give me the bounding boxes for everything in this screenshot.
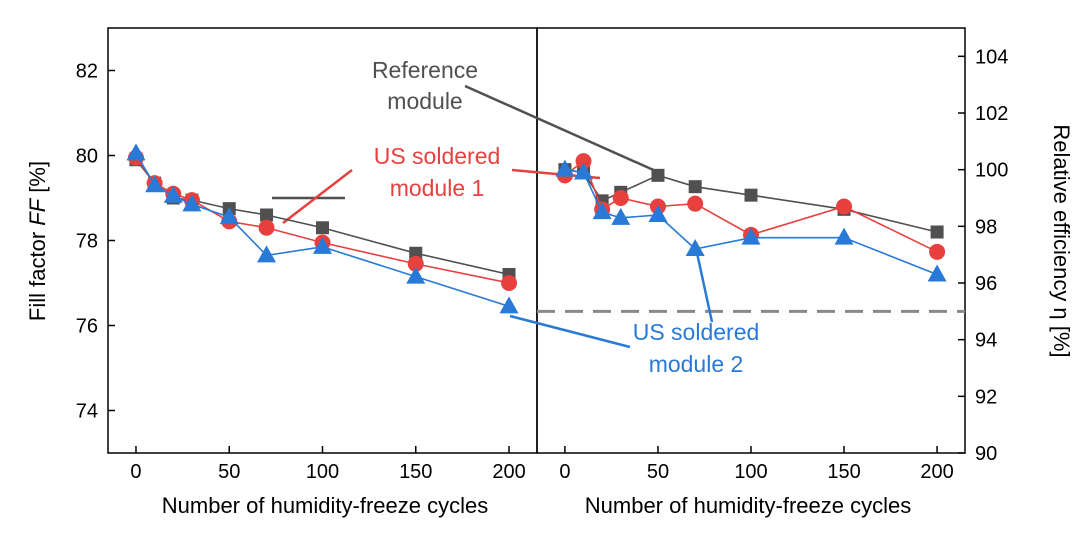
left-reference-module-point	[316, 221, 329, 235]
right-us-soldered-module-2-point	[592, 202, 612, 220]
reference-label-line1: Reference	[372, 57, 478, 83]
x-tick-label: 200	[920, 461, 953, 483]
x-tick-label: 0	[130, 461, 141, 483]
x-tick-label: 50	[218, 461, 240, 483]
left-y-axis-title-plain: Fill factor	[25, 226, 50, 321]
right-x-axis-title: Number of humidity-freeze cycles	[585, 493, 911, 518]
right-reference-module-point	[930, 225, 944, 239]
left-us-soldered-module-2-point	[219, 207, 239, 225]
left-us-soldered-module-2-point	[313, 236, 332, 254]
left-us-soldered-module-1-point	[407, 255, 424, 272]
right-reference-module-point	[688, 180, 702, 194]
left-y-axis-title: Fill factor FF [%]	[25, 161, 50, 321]
x-tick-label: 200	[492, 461, 525, 483]
left-us-soldered-module-1-point	[258, 219, 275, 236]
right-reference-module-point	[744, 188, 758, 202]
right-us-soldered-module-1-point	[612, 190, 629, 206]
left-us-soldered-module-1-point	[501, 275, 518, 291]
reference-label-line2: module	[387, 88, 462, 114]
x-tick-label: 50	[647, 461, 669, 483]
y-tick-label: 76	[76, 316, 98, 338]
x-tick-label: 150	[827, 461, 860, 483]
us2-annotation-connector-right	[695, 252, 714, 323]
x-tick-label: 150	[399, 461, 432, 483]
left-us-soldered-module-2-point	[145, 175, 165, 193]
x-tick-label: 0	[559, 461, 570, 483]
right-us-soldered-module-2-point	[927, 264, 947, 282]
left-reference-module-point	[409, 246, 423, 260]
left-y-axis-title-unit: [%]	[25, 161, 50, 199]
y-tick-label: 96	[975, 273, 997, 295]
right-us-soldered-module-2-point	[741, 227, 761, 245]
right-axes: 0 50 100 150 200 90 92 94 96 98 100 102 104	[559, 46, 1008, 483]
y-tick-label: 98	[975, 216, 997, 238]
right-us-soldered-module-2-point	[574, 162, 594, 180]
reference-annotation-connector-right	[464, 84, 659, 174]
y-tick-label: 90	[975, 443, 997, 465]
y-tick-label: 78	[76, 231, 98, 253]
right-us-soldered-module-2-point	[611, 207, 631, 225]
y-tick-label: 100	[975, 160, 1008, 182]
us2-annotation-connector	[509, 314, 631, 349]
y-tick-label: 74	[76, 401, 98, 423]
right-us-soldered-module-1-point	[575, 153, 592, 170]
right-us-soldered-module-1-point	[836, 198, 853, 215]
y-tick-label: 82	[76, 61, 98, 83]
left-us-soldered-module-2-point	[406, 266, 426, 284]
x-tick-label: 100	[734, 461, 767, 483]
right-us-soldered-module-2-point	[685, 239, 705, 256]
left-y-axis-title-ff: FF	[25, 197, 50, 225]
y-tick-label: 92	[975, 386, 997, 408]
left-axes: 0 50 100 150 200 74 76 78 80 82	[76, 61, 526, 484]
left-reference-module-point	[260, 208, 274, 222]
y-tick-label: 104	[975, 46, 1008, 68]
us1-label-line2: module 1	[390, 175, 485, 201]
us2-label-line1: US soldered	[633, 319, 760, 345]
series-layer	[126, 143, 947, 314]
x-tick-label: 100	[306, 461, 339, 483]
us1-label-line1: US soldered	[374, 143, 501, 169]
us2-label-line2: module 2	[649, 351, 744, 377]
right-reference-module-point	[651, 168, 665, 182]
right-us-soldered-module-2-point	[648, 205, 668, 222]
right-us-soldered-module-2-point	[834, 227, 854, 245]
left-us-soldered-module-2-point	[499, 296, 519, 314]
left-us-soldered-module-2-point	[126, 143, 146, 161]
right-y-axis-title: Relative efficiency η [%]	[1049, 124, 1074, 357]
left-us-soldered-module-2-point	[257, 245, 277, 263]
right-us-soldered-module-1-point	[929, 243, 946, 260]
left-us-soldered-module-2-point	[163, 185, 183, 203]
left-x-axis-title: Number of humidity-freeze cycles	[162, 493, 488, 518]
y-tick-label: 102	[975, 103, 1008, 125]
us1-annotation-connector	[282, 169, 353, 224]
right-us-soldered-module-2-point	[555, 159, 575, 177]
left-us-soldered-module-2-point	[182, 194, 202, 212]
y-tick-label: 80	[76, 146, 98, 168]
y-tick-label: 94	[975, 330, 997, 352]
right-us-soldered-module-1-point	[687, 195, 704, 212]
